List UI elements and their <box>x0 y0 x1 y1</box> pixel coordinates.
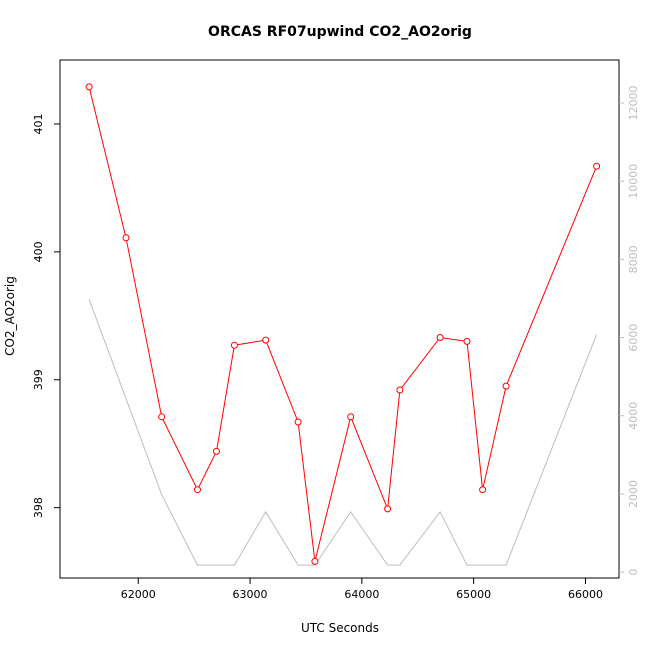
data-point <box>479 486 487 494</box>
series-layer <box>85 83 601 566</box>
data-point <box>194 486 201 494</box>
chart-title: ORCAS RF07upwind CO2_AO2orig <box>208 24 472 40</box>
data-point <box>85 83 93 91</box>
x-axis-label: UTC Seconds <box>301 621 379 635</box>
data-point <box>311 557 319 565</box>
secondary-series-line <box>88 299 598 566</box>
data-point <box>230 341 238 349</box>
y2-tick-label: 4000 <box>627 402 640 430</box>
data-point <box>396 386 404 394</box>
y2-tick-label: 12000 <box>627 86 640 121</box>
x-tick-label: 66000 <box>568 588 603 601</box>
y2-tick-label: 10000 <box>627 164 640 199</box>
y2-tick-label: 0 <box>627 569 640 576</box>
y-tick-label: 399 <box>32 369 45 390</box>
x-tick-label: 65000 <box>456 588 491 601</box>
data-point <box>463 337 471 345</box>
data-point <box>294 418 302 426</box>
y-tick-label: 401 <box>32 113 45 134</box>
data-point <box>122 234 130 242</box>
data-point <box>593 162 601 170</box>
plot-frame <box>59 59 620 579</box>
x-tick-label: 62000 <box>121 588 156 601</box>
data-point <box>384 505 392 513</box>
data-point <box>436 334 444 341</box>
data-point <box>347 413 355 421</box>
x-tick-label: 63000 <box>233 588 268 601</box>
data-point <box>502 382 510 390</box>
data-point <box>158 413 166 421</box>
x-tick-label: 64000 <box>344 588 379 601</box>
y-tick-label: 400 <box>32 241 45 262</box>
data-point <box>262 336 270 344</box>
data-point <box>213 447 220 455</box>
y-tick-label: 398 <box>32 497 45 518</box>
y-axis-label: CO2_AO2orig <box>3 276 17 356</box>
primary-series-line <box>88 86 598 562</box>
y2-tick-label: 2000 <box>627 480 640 508</box>
axes: 62000 63000 64000 65000 66000 398 399 400 401 0 20… <box>32 86 640 601</box>
y2-tick-label: 6000 <box>627 324 640 352</box>
y2-tick-label: 8000 <box>627 245 640 273</box>
